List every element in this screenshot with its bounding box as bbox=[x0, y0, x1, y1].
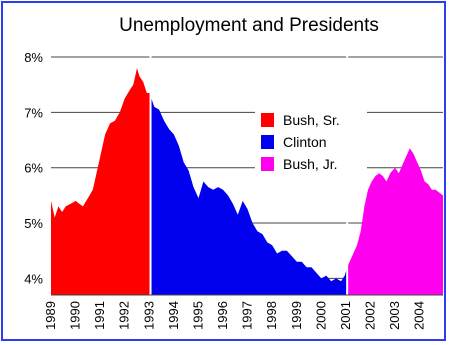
x-tick-label: 2000 bbox=[313, 301, 328, 330]
x-tick-label: 1997 bbox=[240, 301, 255, 330]
legend-swatch-2 bbox=[261, 157, 274, 171]
legend-swatch-1 bbox=[261, 135, 274, 149]
x-tick-label: 2003 bbox=[387, 301, 402, 330]
chart-frame: Unemployment and Presidents 4% 5% 6% 7% 8% 19… bbox=[1, 1, 446, 341]
legend: Bush, Sr. Clinton Bush, Jr. bbox=[255, 107, 367, 179]
chart-title: Unemployment and Presidents bbox=[119, 15, 379, 36]
x-tick-label: 1999 bbox=[289, 301, 304, 330]
x-tick-label: 1995 bbox=[190, 301, 205, 330]
axes: 4% 5% 6% 7% 8% 1989 1990 1991 1992 1993 1994 1995 19… bbox=[24, 50, 443, 330]
x-tick-label: 1992 bbox=[117, 301, 132, 330]
x-tick-label: 1996 bbox=[215, 301, 230, 330]
x-tick-label: 1991 bbox=[92, 301, 107, 330]
series-area-0 bbox=[51, 68, 151, 295]
legend-swatch-0 bbox=[261, 113, 274, 127]
y-tick-label: 7% bbox=[24, 105, 43, 120]
legend-label-1: Clinton bbox=[283, 134, 327, 150]
y-tick-label: 8% bbox=[24, 50, 43, 65]
x-tick-label: 1993 bbox=[141, 301, 156, 330]
x-tick-label: 2004 bbox=[412, 301, 427, 330]
x-tick-label: 1989 bbox=[43, 301, 58, 330]
x-tick-label: 2002 bbox=[362, 301, 377, 330]
series-area-2 bbox=[347, 148, 443, 295]
unemployment-chart: Unemployment and Presidents 4% 5% 6% 7% 8% 19… bbox=[24, 15, 443, 330]
legend-label-2: Bush, Jr. bbox=[283, 156, 337, 172]
y-tick-label: 5% bbox=[24, 216, 43, 231]
series-areas bbox=[51, 55, 443, 295]
y-tick-label: 6% bbox=[24, 161, 43, 176]
y-tick-label: 4% bbox=[24, 271, 43, 286]
legend-label-0: Bush, Sr. bbox=[283, 112, 340, 128]
x-tick-label: 2001 bbox=[338, 301, 353, 330]
series-area-1 bbox=[150, 95, 348, 295]
x-tick-label: 1990 bbox=[68, 301, 83, 330]
x-tick-label: 1994 bbox=[166, 301, 181, 330]
x-tick-label: 1998 bbox=[264, 301, 279, 330]
